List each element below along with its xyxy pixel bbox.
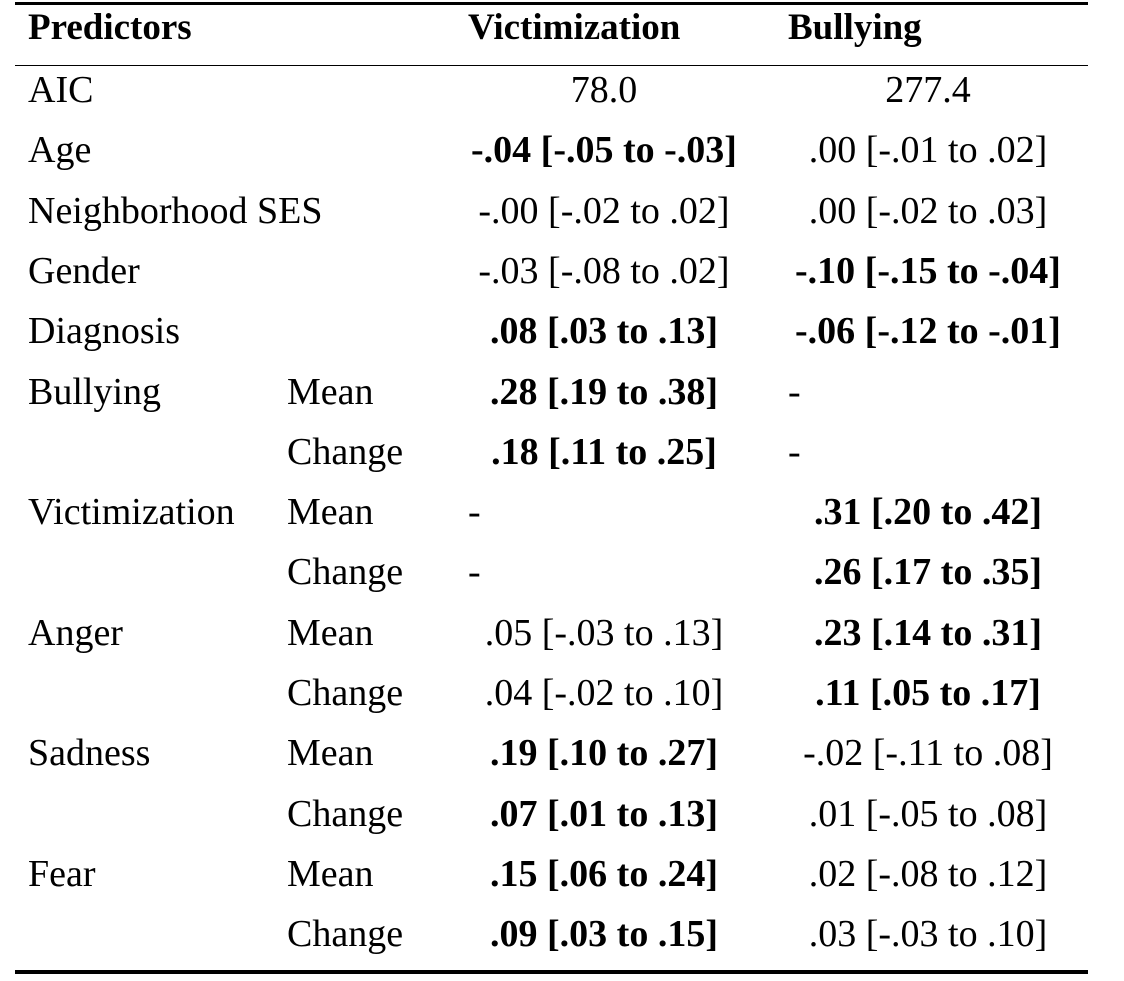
- subcategory-cell: Mean: [287, 612, 374, 654]
- predictor-cell: Neighborhood SES: [28, 190, 323, 232]
- victimization-cell: -: [468, 551, 481, 593]
- subcategory-cell: Mean: [287, 491, 374, 533]
- bullying-cell: .03 [-.03 to .10]: [808, 913, 1048, 955]
- victimization-cell: .28 [.19 to .38]: [490, 371, 718, 413]
- subcategory-cell: Change: [287, 793, 404, 835]
- bullying-cell: -.06 [-.12 to -.01]: [795, 310, 1061, 352]
- bottom-rule: [15, 970, 1088, 974]
- bullying-cell: .00 [-.02 to .03]: [808, 190, 1048, 232]
- victimization-cell: -.00 [-.02 to .02]: [478, 190, 730, 232]
- bullying-cell: -.02 [-.11 to .08]: [803, 732, 1053, 774]
- bullying-cell: .31 [.20 to .42]: [814, 491, 1042, 533]
- subcategory-cell: Change: [287, 672, 404, 714]
- victimization-cell: .19 [.10 to .27]: [490, 732, 718, 774]
- bullying-cell: .00 [-.01 to .02]: [808, 129, 1048, 171]
- predictor-cell: Diagnosis: [28, 310, 180, 352]
- bullying-cell: -.10 [-.15 to -.04]: [795, 250, 1061, 292]
- predictor-cell: Age: [28, 129, 92, 171]
- victimization-cell: .15 [.06 to .24]: [490, 853, 718, 895]
- victimization-cell: -: [468, 491, 481, 533]
- bullying-cell: .01 [-.05 to .08]: [808, 793, 1048, 835]
- predictor-cell: Bullying: [28, 371, 162, 413]
- subcategory-cell: Mean: [287, 732, 374, 774]
- header-predictors: Predictors: [28, 7, 192, 48]
- subcategory-cell: Change: [287, 913, 404, 955]
- victimization-cell: .05 [-.03 to .13]: [484, 612, 724, 654]
- header-rule: [15, 65, 1088, 66]
- top-rule: [15, 2, 1088, 5]
- subcategory-cell: Mean: [287, 371, 374, 413]
- predictor-cell: Sadness: [28, 732, 151, 774]
- predictor-cell: AIC: [28, 69, 94, 111]
- victimization-cell: -.03 [-.08 to .02]: [478, 250, 730, 292]
- bullying-cell: .26 [.17 to .35]: [814, 551, 1042, 593]
- victimization-cell: .18 [.11 to .25]: [491, 431, 717, 473]
- predictor-cell: Anger: [28, 612, 123, 654]
- bullying-cell: -: [788, 431, 801, 473]
- subcategory-cell: Mean: [287, 853, 374, 895]
- predictor-cell: Gender: [28, 250, 140, 292]
- bullying-cell: -: [788, 371, 801, 413]
- victimization-cell: 78.0: [570, 69, 638, 111]
- subcategory-cell: Change: [287, 431, 404, 473]
- victimization-cell: -.04 [-.05 to -.03]: [471, 129, 737, 171]
- bullying-cell: 277.4: [885, 69, 971, 111]
- bullying-cell: .23 [.14 to .31]: [814, 612, 1042, 654]
- victimization-cell: .04 [-.02 to .10]: [484, 672, 724, 714]
- victimization-cell: .07 [.01 to .13]: [490, 793, 718, 835]
- victimization-cell: .09 [.03 to .15]: [490, 913, 718, 955]
- header-victimization: Victimization: [468, 7, 681, 48]
- predictor-cell: Fear: [28, 853, 96, 895]
- predictor-cell: Victimization: [28, 491, 235, 533]
- header-bullying: Bullying: [788, 7, 922, 48]
- bullying-cell: .11 [.05 to .17]: [815, 672, 1041, 714]
- bullying-cell: .02 [-.08 to .12]: [808, 853, 1048, 895]
- victimization-cell: .08 [.03 to .13]: [490, 310, 718, 352]
- subcategory-cell: Change: [287, 551, 404, 593]
